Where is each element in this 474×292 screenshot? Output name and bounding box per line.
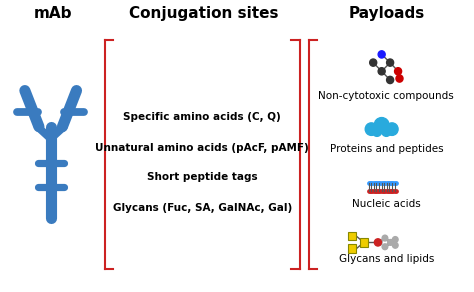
FancyBboxPatch shape: [360, 238, 368, 247]
Circle shape: [374, 239, 382, 246]
Text: Conjugation sites: Conjugation sites: [128, 6, 278, 21]
Text: Unnatural amino acids (pAcF, pAMF): Unnatural amino acids (pAcF, pAMF): [95, 143, 309, 153]
Circle shape: [392, 237, 398, 242]
Text: Payloads: Payloads: [348, 6, 425, 21]
Circle shape: [387, 76, 393, 84]
Text: Glycans and lipids: Glycans and lipids: [338, 254, 434, 264]
Circle shape: [370, 59, 377, 66]
Text: Non-cytotoxic compounds: Non-cytotoxic compounds: [319, 91, 454, 101]
Circle shape: [382, 244, 388, 250]
Text: Nucleic acids: Nucleic acids: [352, 199, 421, 209]
Circle shape: [392, 242, 398, 248]
FancyBboxPatch shape: [348, 244, 356, 253]
Circle shape: [382, 127, 391, 136]
FancyBboxPatch shape: [348, 232, 356, 241]
Circle shape: [387, 59, 393, 66]
Circle shape: [376, 239, 382, 245]
Circle shape: [386, 123, 398, 135]
Circle shape: [378, 51, 385, 58]
Text: Proteins and peptides: Proteins and peptides: [329, 144, 443, 154]
Circle shape: [394, 68, 401, 75]
Circle shape: [396, 75, 403, 82]
Circle shape: [378, 68, 385, 75]
Circle shape: [382, 235, 388, 241]
Circle shape: [365, 123, 377, 135]
Text: Short peptide tags: Short peptide tags: [147, 172, 258, 182]
Circle shape: [372, 127, 382, 136]
Circle shape: [388, 239, 393, 245]
Circle shape: [374, 118, 389, 133]
Text: Glycans (Fuc, SA, GalNAc, Gal): Glycans (Fuc, SA, GalNAc, Gal): [113, 203, 292, 213]
Text: Specific amino acids (C, Q): Specific amino acids (C, Q): [123, 112, 281, 122]
Text: mAb: mAb: [34, 6, 72, 21]
